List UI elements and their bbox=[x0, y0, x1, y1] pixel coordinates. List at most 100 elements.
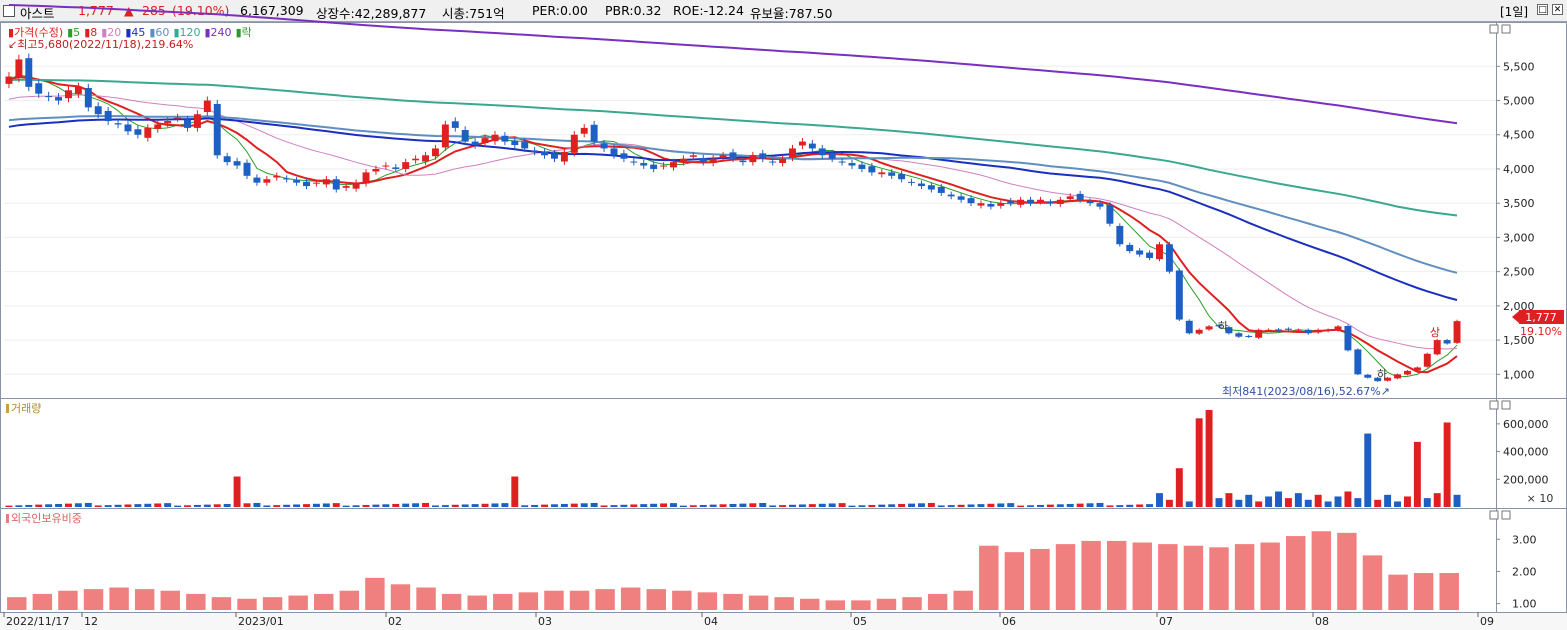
candle-body bbox=[253, 177, 261, 183]
volume-bar bbox=[987, 503, 995, 507]
foreign-ratio-bar bbox=[697, 592, 718, 610]
foreign-ratio-bar bbox=[1081, 540, 1101, 610]
volume-bar bbox=[203, 504, 211, 507]
candle-body bbox=[332, 179, 340, 190]
foreign-ratio-bar bbox=[416, 587, 436, 610]
volume-bar bbox=[1116, 505, 1124, 507]
volume-bar bbox=[1106, 505, 1114, 507]
candle-body bbox=[45, 96, 53, 98]
volume-bar bbox=[1364, 433, 1372, 507]
volume-bar bbox=[74, 503, 82, 507]
foreign-ratio-bar bbox=[646, 589, 666, 610]
candle-body bbox=[1225, 327, 1233, 334]
candle-body bbox=[1275, 329, 1282, 331]
volume-bar bbox=[253, 502, 261, 507]
x-axis-label: 06 bbox=[1002, 615, 1016, 628]
candle-body bbox=[828, 153, 836, 159]
pct-tag-text: 19.10% bbox=[1520, 325, 1562, 338]
candle-body bbox=[342, 186, 350, 188]
stock-name[interactable]: 아스트 bbox=[20, 6, 55, 21]
volume-bar bbox=[560, 503, 568, 507]
candle-body bbox=[293, 180, 301, 183]
limit-up-mark: 상 bbox=[1430, 326, 1440, 339]
foreign-tick-label: 3.00 bbox=[1512, 533, 1537, 546]
candle-body bbox=[303, 181, 310, 187]
listed-shares: 상장수:42,289,877 bbox=[316, 6, 427, 21]
volume-bar bbox=[1433, 493, 1441, 507]
candle-body bbox=[1364, 374, 1372, 378]
volume-bar bbox=[263, 505, 271, 507]
volume-bar bbox=[640, 504, 648, 507]
volume-bar bbox=[1443, 422, 1451, 507]
candle-body bbox=[818, 148, 826, 156]
candle-body bbox=[878, 172, 886, 175]
candle-body bbox=[709, 158, 717, 164]
volume-bar bbox=[104, 505, 112, 507]
candle-body bbox=[570, 134, 578, 153]
foreign-ratio-bar bbox=[160, 590, 180, 610]
x-axis-label: 2022/11/17 bbox=[6, 615, 69, 628]
volume-bar bbox=[243, 503, 251, 507]
candle-body bbox=[422, 155, 430, 162]
candle-body bbox=[868, 166, 876, 173]
candle-body bbox=[1136, 250, 1144, 255]
high-note-text: 최고5,680(2022/11/18),219.64% bbox=[17, 38, 193, 51]
volume-bar bbox=[1027, 505, 1035, 507]
high-note: ↙최고5,680(2022/11/18),219.64% bbox=[8, 38, 193, 51]
foreign-ratio-bar bbox=[1413, 573, 1434, 610]
volume-bar bbox=[1255, 501, 1263, 507]
candle-body bbox=[1423, 353, 1431, 367]
candle-body bbox=[55, 97, 63, 101]
candle-body bbox=[1086, 201, 1094, 204]
candle-body bbox=[174, 117, 182, 119]
volume-bar bbox=[1215, 498, 1223, 507]
candle-body bbox=[967, 198, 975, 204]
foreign-ratio-bar bbox=[186, 593, 206, 610]
candle-body bbox=[431, 148, 439, 157]
volume-bar bbox=[689, 505, 697, 507]
panel-buttons[interactable] bbox=[1489, 24, 1511, 520]
foreign-ratio-bar bbox=[748, 595, 769, 610]
candle-body bbox=[1126, 244, 1134, 252]
volume-bar bbox=[422, 502, 430, 507]
volume-bar bbox=[382, 504, 390, 507]
foreign-ratio-bar bbox=[109, 587, 129, 610]
volume-bar bbox=[154, 503, 162, 507]
volume-bar bbox=[719, 504, 727, 507]
foreign-ratio-bar bbox=[1439, 573, 1459, 610]
candle-body bbox=[997, 203, 1005, 206]
price-tick-label: 3,500 bbox=[1503, 197, 1535, 210]
x-axis-label: 04 bbox=[704, 615, 718, 628]
candle-body bbox=[25, 58, 33, 87]
candle-body bbox=[670, 162, 677, 168]
volume-bar bbox=[898, 503, 906, 507]
candle-body bbox=[759, 153, 767, 159]
maximize-icon[interactable]: □ bbox=[1537, 4, 1548, 15]
volume-bar bbox=[1374, 499, 1382, 507]
foreign-ratio-bar bbox=[1132, 542, 1152, 610]
volume-bar bbox=[283, 504, 291, 507]
volume-bar bbox=[94, 505, 102, 507]
close-icon[interactable]: ✕ bbox=[1552, 4, 1563, 15]
volume-bar bbox=[293, 504, 301, 507]
volume-bar bbox=[15, 505, 23, 507]
period-selector[interactable]: [1일] bbox=[1500, 5, 1529, 19]
volume-bar bbox=[600, 505, 608, 507]
candle-body bbox=[213, 103, 221, 156]
candle-body bbox=[74, 86, 82, 94]
trade-volume: 6,167,309 bbox=[240, 3, 304, 18]
candle-body bbox=[1017, 199, 1025, 205]
candle-body bbox=[640, 163, 648, 166]
candle-body bbox=[1116, 225, 1124, 245]
candle-body bbox=[352, 182, 360, 189]
volume-bar bbox=[481, 503, 489, 507]
volume-bar bbox=[1423, 498, 1431, 507]
candle-body bbox=[64, 90, 72, 99]
foreign-ratio-bar bbox=[876, 598, 897, 610]
foreign-ratio-bar bbox=[774, 597, 794, 610]
foreign-tick-label: 1.00 bbox=[1512, 598, 1537, 611]
legend-item: ▮120 bbox=[173, 26, 200, 39]
volume-bar bbox=[670, 503, 677, 507]
volume-bar bbox=[1096, 502, 1104, 507]
